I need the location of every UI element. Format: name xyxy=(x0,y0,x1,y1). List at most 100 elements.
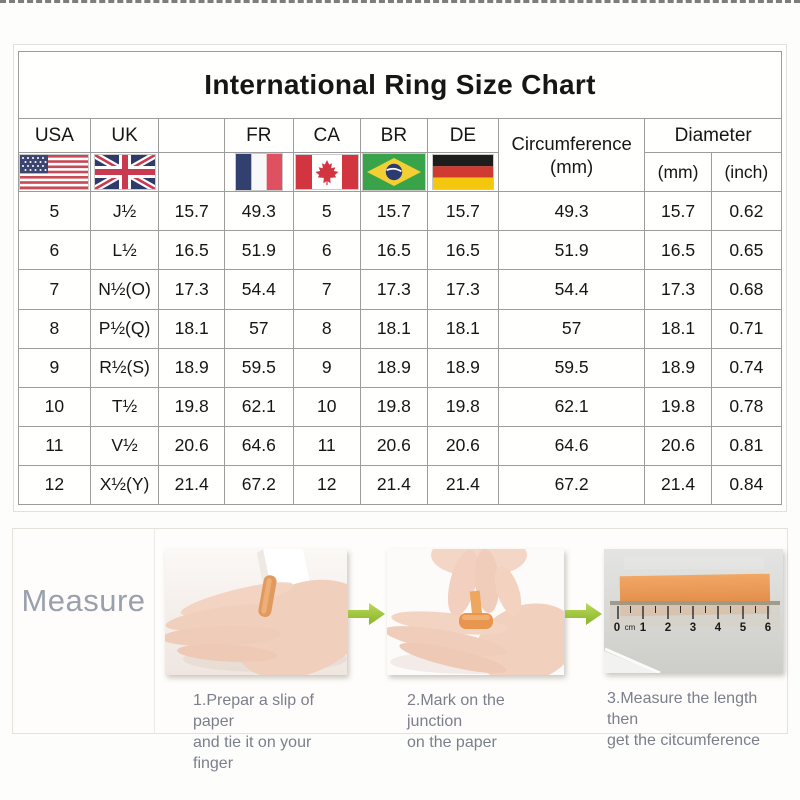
size-cell: 16.5 xyxy=(158,230,225,271)
step-1-photo-hand-with-paper xyxy=(165,549,347,675)
ruler-mark: 6 xyxy=(765,622,771,634)
usa-flag-cell xyxy=(18,152,91,193)
size-cell: 18.9 xyxy=(359,347,428,388)
size-cell: 18.9 xyxy=(426,347,499,388)
size-cell: 0.62 xyxy=(710,191,783,232)
table-row: 5 J½ 15.7 49.3 5 15.7 15.7 49.3 15.7 0.62 xyxy=(18,191,783,232)
measure-label-column: Measure xyxy=(13,529,155,733)
size-cell: 6 xyxy=(18,230,91,271)
table-row: 11 V½ 20.6 64.6 11 20.6 20.6 64.6 20.6 0.81 xyxy=(18,425,783,466)
size-cell: P½(Q) xyxy=(89,308,160,349)
brazil-flag-cell xyxy=(359,152,428,193)
size-cell: 49.3 xyxy=(497,191,646,232)
size-cell: 67.2 xyxy=(497,464,646,506)
col-header-circumference: Circumference (mm) xyxy=(497,118,646,193)
size-cell: 59.5 xyxy=(223,347,294,388)
size-cell: V½ xyxy=(89,425,160,466)
ring-size-table: International Ring Size Chart USA UK FR … xyxy=(18,50,783,506)
col-header-usa: USA xyxy=(18,118,91,154)
size-cell: 21.4 xyxy=(426,464,499,506)
size-cell: 10 xyxy=(292,386,361,427)
size-cell: 15.7 xyxy=(158,191,225,232)
step-3-caption-line2: get the citcumference xyxy=(607,732,760,750)
size-cell: 21.4 xyxy=(158,464,225,506)
circumference-unit: (mm) xyxy=(550,156,594,178)
size-cell: 20.6 xyxy=(644,425,712,466)
size-cell: 15.7 xyxy=(426,191,499,232)
size-cell: 5 xyxy=(18,191,91,232)
size-cell: 18.1 xyxy=(158,308,225,349)
ring-size-chart: International Ring Size Chart USA UK FR … xyxy=(13,44,787,512)
step-1-caption-line2: and tie it on your finger xyxy=(193,734,312,773)
france-flag-icon xyxy=(234,153,283,192)
brazil-flag-icon xyxy=(361,153,426,192)
size-cell: 51.9 xyxy=(223,230,294,271)
size-cell: 21.4 xyxy=(359,464,428,506)
size-cell: 9 xyxy=(18,347,91,388)
step-3-photo-ruler-measure: 0 cm 1 2 3 4 5 6 xyxy=(604,549,783,673)
measure-panel: Measure 1.Prepar a s xyxy=(12,528,788,772)
size-cell: 0.81 xyxy=(710,425,783,466)
ruler-mark: 4 xyxy=(715,622,722,634)
table-row: 8 P½(Q) 18.1 57 8 18.1 18.1 57 18.1 0.71 xyxy=(18,308,783,349)
col-header-blank xyxy=(158,118,225,154)
size-cell: L½ xyxy=(89,230,160,271)
col-header-de: DE xyxy=(426,118,499,154)
size-cell: 6 xyxy=(292,230,361,271)
measure-steps: 1.Prepar a slip of paper and tie it on y… xyxy=(155,529,787,772)
size-cell: 10 xyxy=(18,386,91,427)
size-cell: 20.6 xyxy=(426,425,499,466)
ruler-mark: 3 xyxy=(690,622,696,634)
size-cell: 8 xyxy=(292,308,361,349)
size-cell: 18.1 xyxy=(359,308,428,349)
step-2-caption: 2.Mark on the junction on the paper xyxy=(387,690,564,753)
size-cell: 12 xyxy=(18,464,91,506)
col-header-ca: CA xyxy=(292,118,361,154)
step-2-photo-marking-paper xyxy=(387,549,564,675)
col-header-diameter-mm: (mm) xyxy=(644,152,712,193)
step-2-caption-line2: on the paper xyxy=(407,734,497,752)
size-cell: T½ xyxy=(89,386,160,427)
table-row: 10 T½ 19.8 62.1 10 19.8 19.8 62.1 19.8 0.78 xyxy=(18,386,783,427)
measure-step-2: 2.Mark on the junction on the paper xyxy=(387,549,564,753)
table-row: 9 R½(S) 18.9 59.5 9 18.9 18.9 59.5 18.9 0.74 xyxy=(18,347,783,388)
size-cell: 17.3 xyxy=(359,269,428,310)
green-right-arrow-icon xyxy=(564,601,604,632)
size-cell: 57 xyxy=(223,308,294,349)
size-cell: 67.2 xyxy=(223,464,294,506)
green-right-arrow-icon xyxy=(347,601,387,632)
size-cell: 11 xyxy=(292,425,361,466)
size-cell: 0.68 xyxy=(710,269,783,310)
size-cell: 16.5 xyxy=(359,230,428,271)
size-cell: 17.3 xyxy=(158,269,225,310)
canada-flag-icon xyxy=(294,154,359,191)
size-cell: 9 xyxy=(292,347,361,388)
size-cell: 59.5 xyxy=(497,347,646,388)
col-header-diameter: Diameter xyxy=(644,118,782,154)
size-cell: 0.74 xyxy=(710,347,783,388)
uk-flag-cell xyxy=(89,152,160,193)
size-cell: 19.8 xyxy=(158,386,225,427)
step-1-caption: 1.Prepar a slip of paper and tie it on y… xyxy=(165,690,347,774)
size-cell: 0.84 xyxy=(710,464,783,506)
size-cell: J½ xyxy=(89,191,160,232)
size-cell: 7 xyxy=(18,269,91,310)
size-cell: 19.8 xyxy=(644,386,712,427)
usa-flag-icon xyxy=(19,154,90,191)
size-cell: 19.8 xyxy=(359,386,428,427)
size-cell: 64.6 xyxy=(497,425,646,466)
size-cell: 64.6 xyxy=(223,425,294,466)
size-cell: 49.3 xyxy=(223,191,294,232)
circumference-label: Circumference xyxy=(511,133,632,155)
size-cell: 62.1 xyxy=(497,386,646,427)
size-cell: 17.3 xyxy=(426,269,499,310)
size-cell: 16.5 xyxy=(644,230,712,271)
size-cell: 54.4 xyxy=(223,269,294,310)
size-cell: 19.8 xyxy=(426,386,499,427)
germany-flag-cell xyxy=(426,152,499,193)
size-cell: 18.9 xyxy=(158,347,225,388)
ring-size-tbody: 5 J½ 15.7 49.3 5 15.7 15.7 49.3 15.7 0.62 6 L½ 16.5 5… xyxy=(18,191,783,506)
size-cell: 7 xyxy=(292,269,361,310)
col-header-diameter-inch: (inch) xyxy=(710,152,783,193)
size-cell: 18.1 xyxy=(426,308,499,349)
